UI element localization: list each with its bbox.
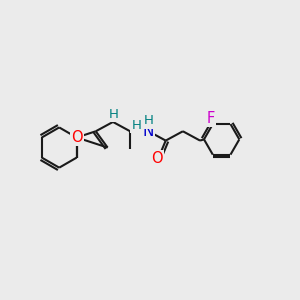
Text: N: N	[143, 124, 154, 139]
Text: O: O	[71, 130, 82, 145]
Text: H: H	[109, 108, 119, 121]
Text: H: H	[144, 115, 154, 128]
Text: F: F	[207, 111, 215, 126]
Text: O: O	[151, 151, 162, 166]
Text: H: H	[131, 119, 141, 132]
